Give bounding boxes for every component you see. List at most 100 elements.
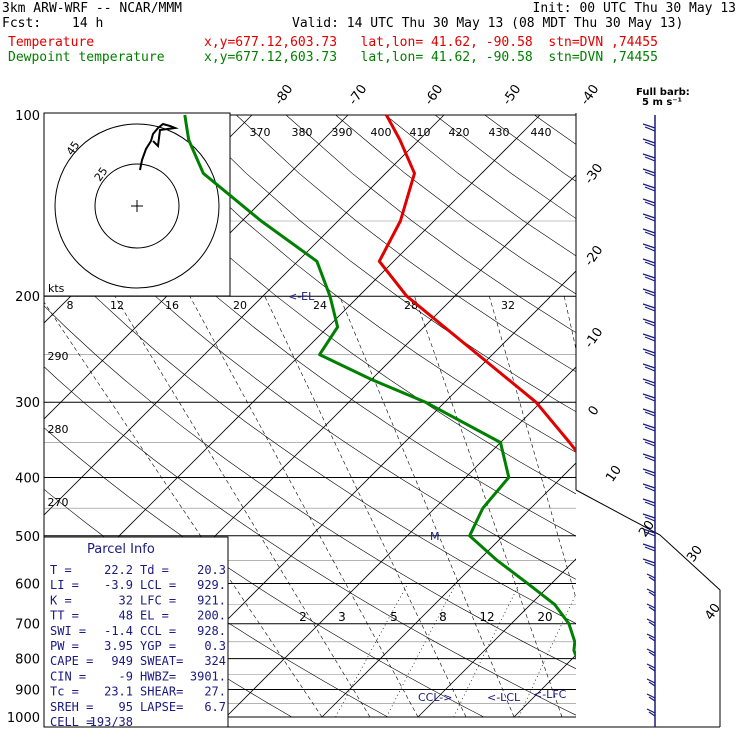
parcel-info-value: -3.9 [104,578,133,592]
wind-barb [646,573,656,582]
wind-barb [646,708,656,717]
level-marker: CCL-> [418,691,452,704]
theta-tick-label: 380 [292,126,313,139]
wind-barb [642,303,656,312]
wind-barb [642,453,656,462]
model-title: 3km ARW-WRF -- NCAR/MMM [2,1,183,16]
wind-barb [642,498,656,507]
isotherm-tick-label: -50 [500,82,524,108]
wind-barb [642,363,656,372]
wind-barb [642,168,656,177]
isotherm-tick-label: 30 [684,543,706,565]
moist-adiabat-line [714,296,740,717]
valid-time: Valid: 14 UTC Thu 30 May 13 (08 MDT Thu … [292,16,684,31]
dry-adiabat-line [684,115,740,717]
isotherm-tick-label: 40 [702,601,724,623]
parcel-info-key: T = [50,563,72,577]
moist-adiabat-line [489,296,576,600]
parcel-info-value: 6.7 [204,700,226,714]
theta-tick-label: 430 [489,126,510,139]
wind-barb [646,588,656,597]
parcel-info-key: Tc = [50,685,79,699]
pressure-tick-label: 800 [15,653,40,668]
mixing-ratio-label: 2 [299,610,307,624]
wind-barb [646,618,656,627]
isotherm-line [129,270,576,718]
isotherm-tick-label: -40 [578,82,602,108]
dewpoint-trace [183,114,576,660]
parcel-info-value: 3901. [190,669,226,683]
parcel-info-value: 0.3 [204,639,226,653]
theta-tick-label: 290 [48,350,69,363]
hodograph-speed-label: 24 [313,299,327,312]
isotherm-tick-label: -80 [272,82,296,108]
parcel-info-key: LI = [50,578,79,592]
mixing-ratio-line [578,583,637,717]
pressure-tick-label: 400 [15,471,40,486]
isotherm-tick-label: -10 [582,325,606,351]
isotherm-tick-label: -20 [582,243,606,269]
dry-adiabat-line [44,244,576,624]
parcel-info-panel [43,536,229,728]
parcel-info-key: LAPSE= [140,700,183,714]
isotherm-line [706,115,740,717]
wind-barb [642,273,656,282]
level-marker: <-LFC [533,688,567,701]
isotherm-tick-label: -70 [346,82,370,108]
wind-barb [642,153,656,162]
mixing-ratio-label: 3 [338,610,346,624]
wind-barb [646,648,656,657]
dry-adiabat-line [44,366,576,716]
temperature-trace [377,114,576,454]
parcel-info-key: LCL = [140,578,176,592]
parcel-info-key: LFC = [140,593,176,607]
isotherm-line [321,462,576,718]
wind-barb [642,378,656,387]
theta-tick-label: 420 [449,126,470,139]
wind-barb [642,528,656,537]
parcel-info-value: 193/38 [90,715,133,729]
parcel-info-value: 23.1 [104,685,133,699]
wind-barb [642,348,656,357]
theta-tick-label: 270 [48,496,69,509]
pressure-tick-label: 500 [15,530,40,545]
parcel-info-value: 324 [204,654,226,668]
isotherm-line [44,114,541,612]
wind-barb [642,198,656,207]
parcel-info-key: EL = [140,609,169,623]
wind-barb [642,138,656,147]
mixing-ratio-line [386,583,457,718]
parcel-info-key: CIN = [50,669,86,683]
parcel-info-value: 22.2 [104,563,133,577]
parcel-info-key: SREH = [50,700,93,714]
wind-barb [642,243,656,252]
moist-adiabat-line [414,296,563,718]
dry-adiabat-line [385,114,576,257]
moist-adiabat-line [339,296,515,718]
isotherm-line [417,558,576,718]
theta-tick-label: 440 [531,126,552,139]
wind-barb [646,603,656,612]
moist-adiabat-line [563,296,576,351]
temperature-legend-info: x,y=677.12,603.73 lat,lon= 41.62, -90.58… [204,35,658,50]
pressure-tick-label: 900 [15,683,40,698]
theta-tick-label: 390 [332,126,353,139]
parcel-info-value: 921. [197,593,226,607]
wind-barb [642,438,656,447]
moist-adiabat-line [44,301,323,718]
theta-tick-label: 280 [48,423,69,436]
parcel-info-value: 95 [119,700,133,714]
wind-barb [642,288,656,297]
right-axis-diagonal [575,489,721,727]
fcst-label: Fcst: [2,16,42,31]
pressure-tick-label: 700 [15,618,40,633]
dry-adiabat-line [236,114,576,373]
fcst-value: 14 h [72,16,104,31]
level-marker: <-EL [288,290,315,303]
wind-barb [642,393,656,402]
parcel-info-title: Parcel Info [87,542,155,557]
dewpoint-legend-label: Dewpoint temperature [8,50,165,65]
mixing-ratio-label: 5 [390,610,398,624]
parcel-info-key: HWBZ= [140,669,176,683]
